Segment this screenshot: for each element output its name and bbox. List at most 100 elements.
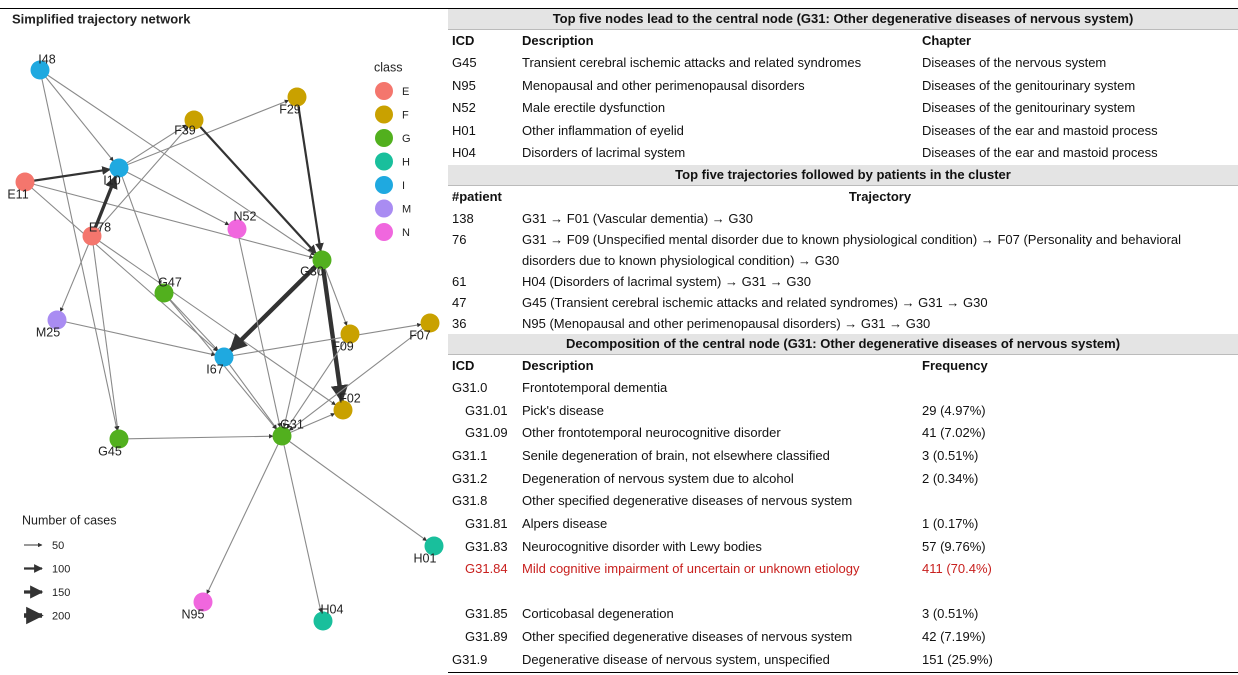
table-cell: 57 (9.76%) [922, 538, 986, 554]
tables: Top five nodes lead to the central node … [448, 8, 1238, 673]
edge [223, 356, 278, 430]
edge [39, 69, 114, 162]
table-cell: 29 (4.97%) [922, 402, 986, 418]
column-header: ICD Description Frequency [448, 355, 1238, 377]
table-cell: G31.9 [452, 651, 488, 667]
table-row: G31.1 Senile degeneration of brain, not e… [448, 445, 1238, 468]
edge [91, 235, 336, 406]
table-cell: 1 (0.17%) [922, 516, 979, 532]
edge [193, 119, 317, 255]
table-cell: 36 [452, 315, 467, 331]
legend-label: G [402, 133, 411, 145]
table-cell: G31.0 [452, 379, 488, 395]
legend-title: class [374, 60, 402, 74]
legend-swatch [375, 105, 393, 124]
table-title: Top five trajectories followed by patien… [448, 164, 1238, 186]
node [313, 611, 333, 631]
legend-label: I [402, 180, 405, 192]
column-label: Frequency [922, 357, 988, 373]
table-cell: G31.84 [465, 561, 508, 577]
node [109, 158, 129, 178]
column-label: Description [522, 33, 594, 48]
table-cell: Other inflammation of eyelid [522, 122, 684, 138]
table-cell: G31.01 [465, 402, 508, 418]
node-label: G31 [280, 417, 304, 431]
table-cell: 151 (25.9%) [922, 651, 993, 667]
table-cell: G31.8 [452, 493, 488, 509]
table-cell: Disorders of lacrimal system [522, 145, 686, 161]
column-header: ICD Description Chapter [448, 30, 1238, 52]
table-cell: G31.2 [452, 470, 488, 486]
node-label: H01 [414, 551, 437, 565]
edge [118, 167, 162, 285]
edge [90, 175, 118, 237]
node [15, 172, 35, 192]
table-cell: 138 [452, 210, 474, 226]
size-legend-label: 200 [52, 610, 70, 622]
table-cell: H01 [452, 122, 476, 138]
node-label: I48 [38, 52, 55, 66]
edge [91, 126, 189, 237]
node [312, 250, 332, 270]
table-cell: Menopausal and other perimenopausal diso… [522, 77, 805, 93]
node-label: N52 [234, 209, 257, 223]
node [333, 400, 353, 420]
node-label: E78 [89, 220, 111, 234]
column-label: #patient [452, 188, 502, 204]
table-cell: N52 [452, 100, 476, 116]
table-cell: Other frontotemporal neurocognitive diso… [522, 425, 781, 441]
table-row: G31.84 Mild cognitive impairment of uncer… [448, 558, 1238, 603]
column-label: Description [522, 357, 594, 373]
table-cell: H04 (Disorders of lacrimal system) → G31… [522, 273, 811, 289]
node-label: I10 [103, 173, 120, 187]
legend-swatch [375, 152, 393, 171]
edge [39, 69, 315, 256]
size-legend-label: 150 [52, 587, 70, 599]
table-row: G31.0 Frontotemporal dementia [448, 377, 1238, 400]
column-label: Chapter [922, 33, 972, 48]
table-cell: Degeneration of nervous system due to al… [522, 470, 794, 486]
table-cell: 3 (0.51%) [922, 606, 979, 622]
size-legend-title: Number of cases [22, 513, 116, 527]
table-cell: Diseases of the genitourinary system [922, 100, 1136, 116]
table-cell: N95 (Menopausal and other perimenopausal… [522, 315, 931, 331]
table-row: H04 Disorders of lacrimal system Diseases … [448, 142, 1238, 165]
table-cell: Frontotemporal dementia [522, 379, 668, 395]
legend-swatch [375, 129, 393, 147]
node [227, 219, 247, 239]
node-label: F02 [339, 391, 361, 405]
table-cell: Degenerative disease of nervous system, … [522, 651, 830, 667]
table-row: G31.81 Alpers disease 1 (0.17%) [448, 513, 1238, 536]
table-cell: Alpers disease [522, 516, 608, 532]
table-row: G31.9 Degenerative disease of nervous sys… [448, 649, 1238, 672]
edge [24, 181, 218, 352]
table-cell: H04 [452, 145, 476, 161]
node-label: N95 [182, 607, 205, 621]
edge [56, 319, 216, 357]
edge [319, 259, 349, 403]
table-row: G31.8 Other specified degenerative diseas… [448, 490, 1238, 513]
table-cell: Other specified degenerative diseases of… [522, 629, 853, 645]
table-cell: Diseases of the nervous system [922, 55, 1107, 70]
table-row: 138 G31 → F01 (Vascular dementia) → G30 [448, 208, 1238, 229]
table-cell: 411 (70.4%) [922, 561, 992, 577]
size-legend-label: 100 [52, 563, 70, 575]
node-label: E11 [7, 187, 28, 201]
edge [163, 292, 219, 351]
table-row: H01 Other inflammation of eyelid Diseases … [448, 120, 1238, 143]
table-cell: Male erectile dysfunction [522, 100, 666, 116]
column-label: Trajectory [848, 188, 912, 204]
table-cell: N95 [452, 77, 476, 93]
table-row: G31.85 Corticobasal degeneration 3 (0.51%) [448, 603, 1238, 626]
table-title: Top five nodes lead to the central node … [448, 9, 1238, 30]
table-cell: G31 → F01 (Vascular dementia) → G30 [522, 210, 753, 226]
legend-swatch [375, 176, 393, 194]
node [47, 310, 67, 330]
node-label: F07 [409, 328, 431, 342]
edge [24, 181, 314, 259]
table-cell: 41 (7.02%) [922, 425, 986, 441]
legend-swatch [375, 199, 393, 218]
table-cell: G45 (Transient cerebral ischemic attacks… [522, 294, 988, 310]
table-cell: 61 [452, 273, 467, 289]
node [193, 592, 213, 612]
